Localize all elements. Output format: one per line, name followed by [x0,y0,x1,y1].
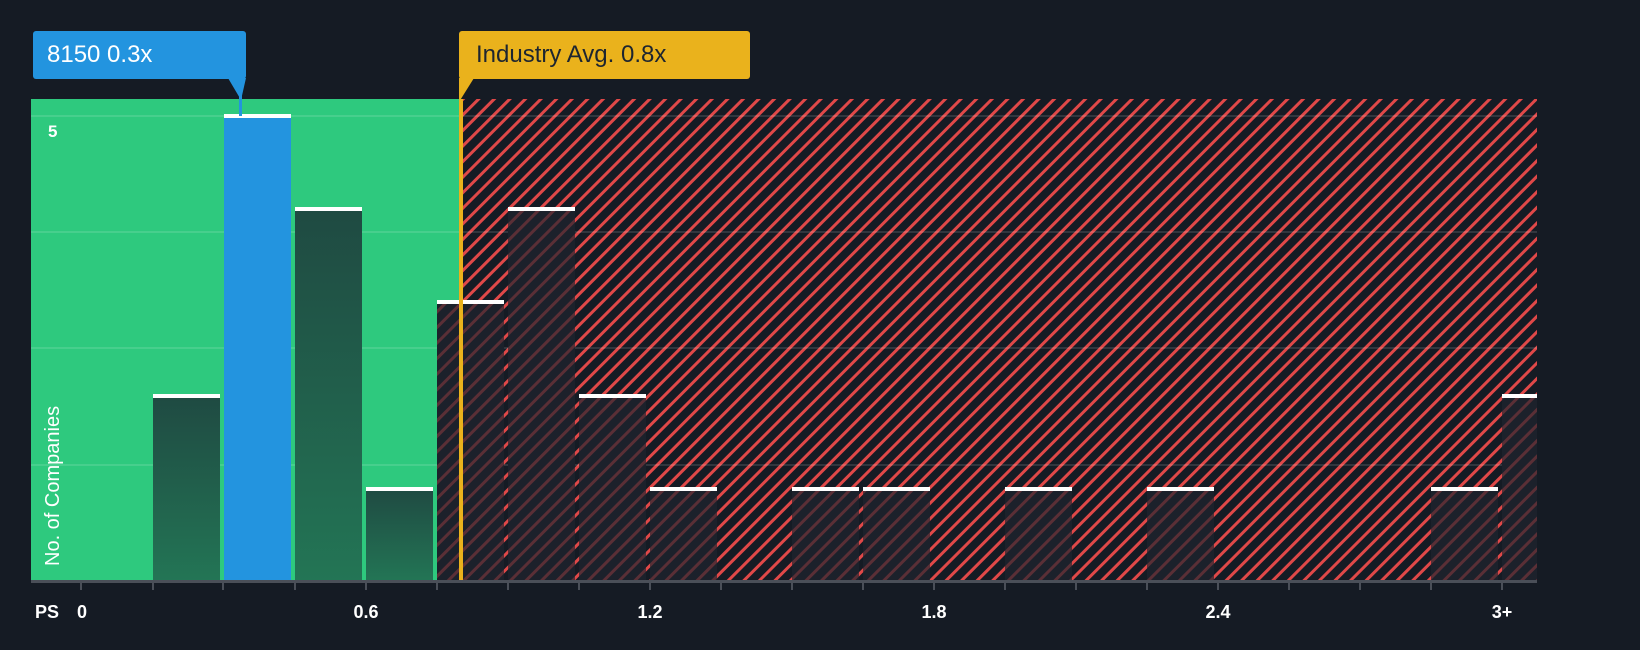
bar-0.90-1.05[interactable] [508,209,575,581]
x-tick-0: 0 [76,602,88,622]
bar-0.30-0.45-company[interactable] [224,116,291,581]
bar-2.85-3.00[interactable] [1431,488,1498,581]
x-tick-1.8: 1.8 [921,602,947,622]
x-axis-ticks [80,581,1503,590]
x-tick-3plus: 3+ [1491,602,1513,622]
bar-1.95-2.10[interactable] [1005,488,1072,581]
company-callout[interactable]: 8150 0.3x [33,31,246,79]
x-tick-2.4: 2.4 [1205,602,1231,622]
x-tick-0.6: 0.6 [353,602,379,622]
industry-average-line [459,99,463,581]
industry-average-callout[interactable]: Industry Avg. 0.8x [459,31,750,79]
y-tick-5: 5 [48,122,58,141]
bar-1.20-1.35[interactable] [650,488,717,581]
bar-caps [153,114,1537,491]
industry-callout-pointer [459,78,474,102]
bar-0.15-0.30[interactable] [153,395,220,581]
bar-0.45-0.60[interactable] [295,209,362,581]
bar-0.75-0.90[interactable] [437,302,504,581]
company-callout-pointer [228,78,246,100]
bars [153,116,1537,581]
y-axis-title: No. of Companies [42,405,64,566]
bar-1.50-1.65[interactable] [792,488,859,581]
bar-0.60-0.75[interactable] [366,488,433,581]
x-axis-line [31,580,1537,583]
bar-3plus[interactable] [1502,395,1537,581]
bar-1.65-1.80[interactable] [863,488,930,581]
bar-2.25-2.40[interactable] [1147,488,1214,581]
x-axis-prefix: PS [35,602,60,622]
bar-1.05-1.20[interactable] [579,395,646,581]
x-tick-1.2: 1.2 [637,602,663,622]
